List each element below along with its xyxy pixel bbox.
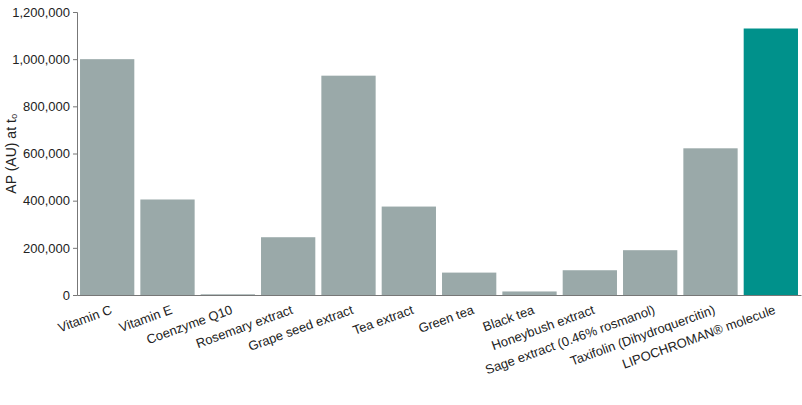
y-tick-mark bbox=[73, 201, 77, 202]
x-tick: Grape seed extract bbox=[246, 302, 355, 354]
bar bbox=[744, 29, 798, 295]
bar bbox=[201, 294, 255, 295]
x-tick-label: Green tea bbox=[416, 302, 476, 336]
y-tick-label: 400,000 bbox=[23, 193, 70, 208]
x-tick-label: Rosemary extract bbox=[194, 302, 295, 351]
bar bbox=[321, 76, 375, 295]
y-axis-title: AP (AU) at t₀ bbox=[3, 113, 19, 193]
y-tick: 0 bbox=[63, 288, 77, 303]
x-tick-label: LIPOCHROMAN® molecule bbox=[620, 302, 777, 372]
y-tick-label: 800,000 bbox=[23, 99, 70, 114]
y-tick-mark bbox=[73, 12, 77, 13]
bar bbox=[382, 207, 436, 295]
y-tick: 1,000,000 bbox=[12, 52, 77, 67]
y-tick: 200,000 bbox=[23, 240, 77, 255]
chart: 0 200,000 400,000 600,000 800,000 1,000,000 1,… bbox=[0, 0, 802, 405]
bar bbox=[623, 250, 677, 295]
x-tick: Tea extract bbox=[351, 302, 416, 338]
y-tick: 400,000 bbox=[23, 193, 77, 208]
bar bbox=[140, 199, 194, 295]
x-tick: Vitamin C bbox=[56, 302, 114, 335]
y-tick-label: 200,000 bbox=[23, 240, 70, 255]
x-tick-label: Vitamin C bbox=[56, 302, 114, 335]
y-tick-mark bbox=[73, 59, 77, 60]
x-tick: LIPOCHROMAN® molecule bbox=[620, 302, 777, 372]
x-tick-label: Grape seed extract bbox=[246, 302, 355, 354]
y-axis: 0 200,000 400,000 600,000 800,000 1,000,000 1,… bbox=[12, 5, 77, 303]
y-tick-label: 1,000,000 bbox=[12, 52, 70, 67]
bar bbox=[80, 59, 134, 295]
y-tick: 800,000 bbox=[23, 99, 77, 114]
y-tick: 1,200,000 bbox=[12, 5, 77, 20]
y-tick-mark bbox=[73, 248, 77, 249]
x-axis: Vitamin CVitamin ECoenzyme Q10Rosemary e… bbox=[56, 296, 802, 378]
x-tick: Green tea bbox=[416, 302, 476, 336]
bar bbox=[261, 237, 315, 295]
bars bbox=[80, 29, 798, 295]
x-axis-line bbox=[78, 295, 802, 296]
x-tick-label: Tea extract bbox=[351, 302, 416, 338]
y-tick-label: 1,200,000 bbox=[12, 5, 70, 20]
bar bbox=[502, 291, 556, 295]
bar bbox=[563, 270, 617, 295]
y-tick-label: 0 bbox=[63, 288, 70, 303]
x-tick: Rosemary extract bbox=[194, 302, 295, 351]
bar bbox=[442, 273, 496, 295]
y-tick-mark bbox=[73, 295, 77, 296]
y-tick-mark bbox=[73, 154, 77, 155]
y-tick-label: 600,000 bbox=[23, 146, 70, 161]
y-tick: 600,000 bbox=[23, 146, 77, 161]
bar bbox=[683, 148, 737, 295]
y-tick-mark bbox=[73, 106, 77, 107]
y-axis-line bbox=[73, 13, 78, 296]
